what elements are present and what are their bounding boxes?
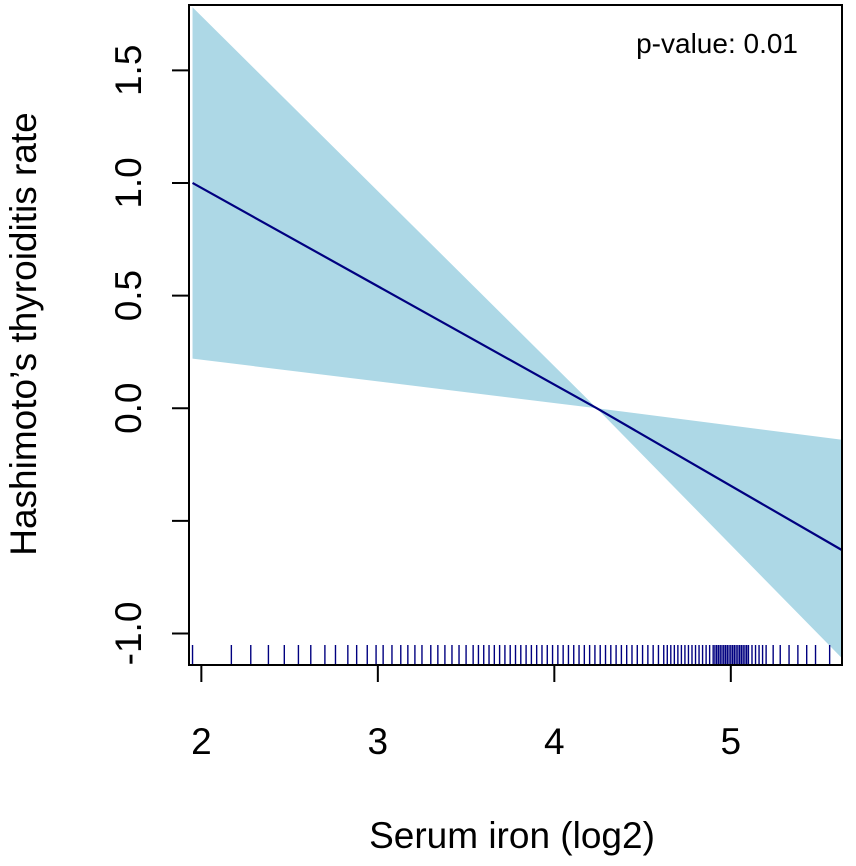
x-tick-label: 2	[191, 721, 212, 762]
rug-marks	[191, 645, 843, 665]
confidence-band	[192, 7, 842, 659]
plot-area	[191, 7, 843, 665]
y-tick-label: 0.5	[108, 270, 149, 321]
x-tick-label: 3	[368, 721, 389, 762]
x-tick-label: 5	[721, 721, 742, 762]
p-value-annotation: p-value: 0.01	[636, 28, 798, 59]
y-axis-title: Hashimoto’s thyroiditis rate	[3, 112, 44, 556]
x-axis-title: Serum iron (log2)	[369, 815, 655, 856]
y-tick-label: -1.0	[108, 602, 149, 666]
y-tick-label: 0.0	[108, 382, 149, 433]
x-axis: 2 3 4 5	[191, 664, 742, 762]
x-tick-label: 4	[544, 721, 565, 762]
y-tick-label: 1.0	[108, 157, 149, 208]
y-axis: -1.0 0.0 0.5 1.0 1.5	[108, 45, 190, 666]
fit-line	[191, 181, 843, 552]
y-tick-label: 1.5	[108, 45, 149, 96]
